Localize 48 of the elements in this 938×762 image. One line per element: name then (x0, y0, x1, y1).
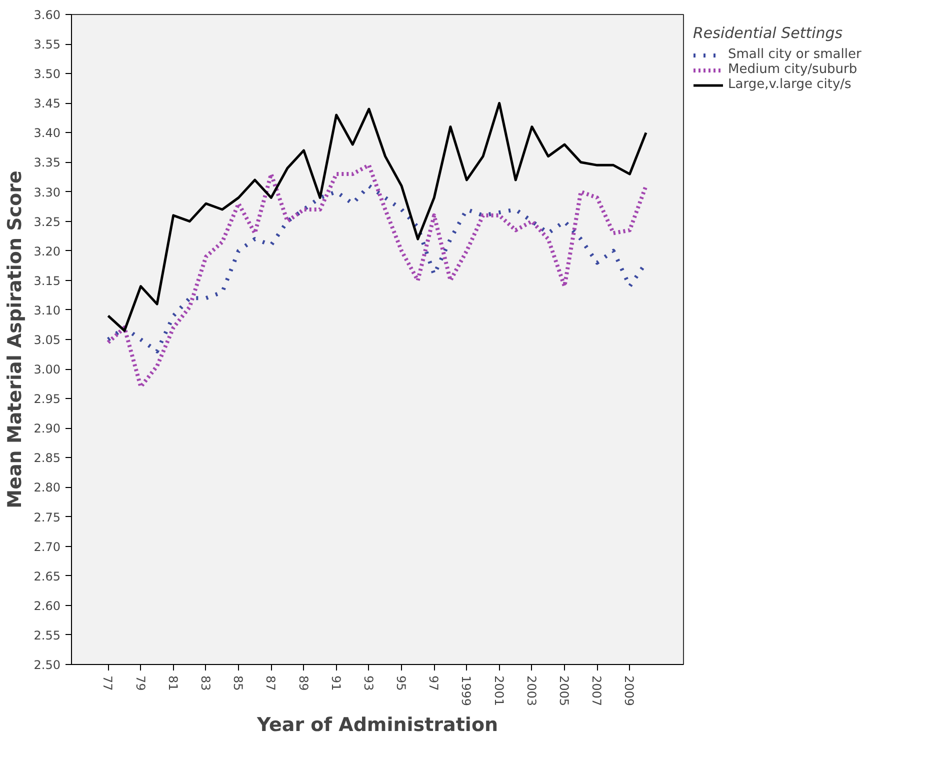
x-tick-label: 2005 (557, 676, 572, 706)
legend-label: Small city or smaller (728, 47, 862, 62)
x-tick-label: 2001 (492, 676, 506, 706)
x-tick-label: 2007 (590, 676, 604, 706)
x-tick-label: 85 (231, 676, 246, 691)
x-tick-label: 2003 (524, 676, 538, 706)
y-tick-label: 2.55 (34, 628, 60, 642)
x-tick-label: 87 (264, 676, 278, 691)
y-tick-label: 3.60 (34, 8, 60, 22)
legend-label: Medium city/suburb (728, 62, 858, 77)
y-tick-label: 3.15 (34, 274, 60, 288)
y-tick-label: 2.90 (34, 422, 60, 436)
y-tick-label: 2.85 (34, 451, 60, 466)
x-tick-label: 2009 (622, 676, 636, 706)
x-tick-label: 91 (328, 676, 343, 691)
y-tick-label: 2.95 (34, 392, 60, 406)
y-axis-title: Mean Material Aspiration Score (4, 170, 26, 508)
y-tick-label: 3.25 (34, 214, 60, 229)
x-tick-label: 93 (361, 676, 376, 691)
y-tick-label: 3.55 (34, 38, 60, 52)
legend-label: Large,v.large city/s (728, 77, 852, 92)
x-tick-label: 1999 (459, 676, 474, 706)
y-tick-label: 3.00 (34, 362, 60, 377)
y-tick-label: 2.75 (34, 510, 60, 524)
y-tick-label: 3.45 (34, 96, 60, 111)
x-tick-label: 83 (198, 676, 212, 691)
y-tick-label: 2.60 (34, 598, 60, 613)
y-tick-label: 2.70 (34, 540, 60, 554)
y-tick-label: 3.10 (34, 303, 60, 318)
y-tick-label: 3.40 (34, 126, 60, 140)
y-tick-label: 2.50 (34, 658, 60, 672)
x-axis-title: Year of Administration (256, 714, 498, 736)
x-tick-label: 97 (426, 676, 441, 691)
x-tick-label: 89 (296, 676, 310, 691)
x-tick-label: 79 (133, 676, 148, 691)
legend-title: Residential Settings (693, 24, 844, 42)
x-tick-label: 77 (100, 676, 115, 691)
x-tick-label: 95 (394, 676, 408, 691)
line-series (106, 102, 648, 332)
line-series (106, 163, 648, 389)
y-tick-label: 3.50 (34, 67, 60, 82)
y-tick-label: 2.65 (34, 569, 60, 584)
y-tick-label: 2.80 (34, 480, 60, 495)
y-tick-label: 3.05 (34, 333, 60, 347)
y-tick-label: 3.20 (34, 244, 60, 258)
y-tick-label: 3.35 (34, 156, 60, 170)
y-tick-label: 3.30 (34, 185, 60, 200)
x-tick-label: 81 (166, 676, 180, 691)
